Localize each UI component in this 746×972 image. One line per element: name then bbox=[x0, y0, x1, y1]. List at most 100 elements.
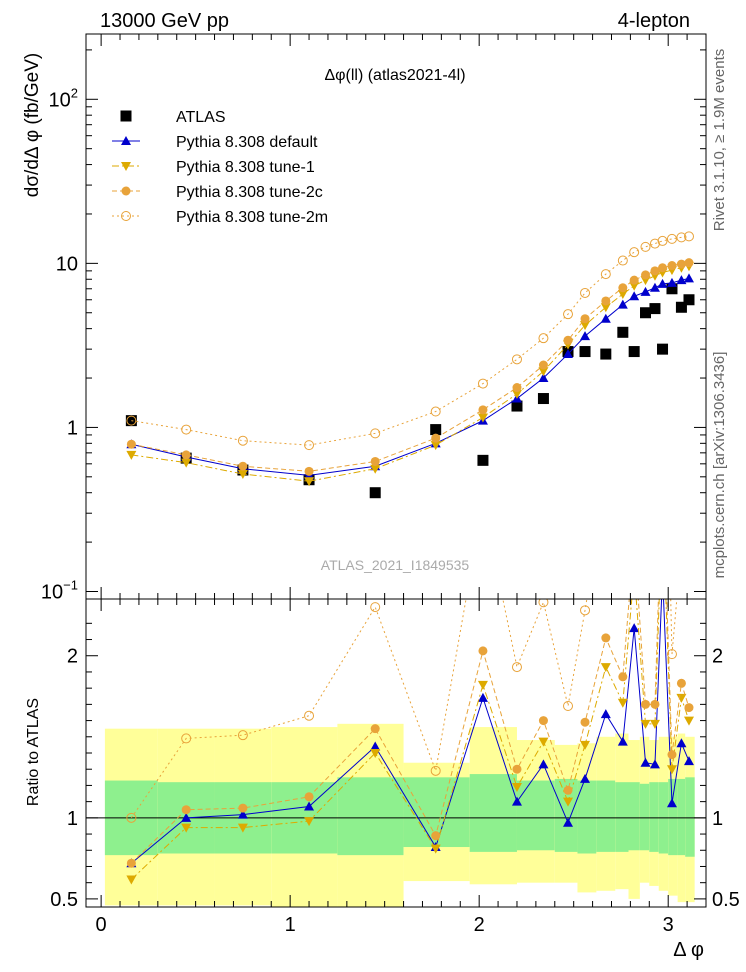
main-y-tick-label: 10 bbox=[56, 253, 78, 275]
data-point bbox=[430, 441, 441, 451]
ratio-y-axis-label: Ratio to ATLAS bbox=[25, 698, 42, 806]
data-point bbox=[617, 290, 628, 300]
data-point bbox=[563, 309, 574, 320]
ratio-point bbox=[649, 759, 660, 769]
ratio-point bbox=[538, 716, 548, 726]
legend-marker bbox=[120, 110, 132, 122]
ratio-point bbox=[618, 672, 628, 682]
ratio-point bbox=[478, 646, 488, 656]
ratio-point bbox=[512, 764, 522, 774]
inner-uncertainty-band bbox=[628, 782, 640, 851]
series-pythia-8-308-tune-2c bbox=[126, 258, 694, 476]
legend-label: ATLAS bbox=[176, 109, 226, 126]
ratio-point bbox=[237, 809, 248, 819]
ratio-point bbox=[538, 599, 549, 608]
data-point bbox=[511, 389, 522, 399]
data-point bbox=[617, 326, 629, 338]
data-point bbox=[579, 346, 591, 358]
ratio-series-line bbox=[131, 599, 690, 864]
data-point bbox=[629, 291, 640, 301]
ratio-series-line bbox=[131, 599, 690, 864]
ratio-point bbox=[237, 730, 248, 741]
data-point bbox=[629, 275, 639, 285]
data-point bbox=[628, 346, 640, 358]
inner-uncertainty-band bbox=[337, 777, 404, 856]
ratio-point bbox=[640, 719, 651, 729]
data-point bbox=[684, 258, 694, 268]
data-point bbox=[538, 333, 549, 344]
ratio-series-pythia-8-308-tune-2c bbox=[126, 599, 694, 868]
data-point bbox=[666, 233, 677, 244]
data-point bbox=[125, 415, 137, 427]
data-point bbox=[657, 278, 668, 288]
inner-uncertainty-band bbox=[639, 783, 650, 851]
x-axis-label: Δ φ bbox=[673, 939, 704, 961]
analysis-watermark: ATLAS_2021_I1849535 bbox=[321, 557, 470, 573]
ratio-point bbox=[617, 698, 628, 708]
data-point bbox=[649, 238, 660, 249]
ratio-y-tick-label-right: 2 bbox=[712, 646, 723, 668]
inner-uncertainty-band bbox=[596, 780, 616, 852]
ratio-point bbox=[600, 663, 611, 673]
legend-item-atlas: ATLAS bbox=[120, 109, 226, 126]
data-point bbox=[126, 415, 137, 426]
x-tick-label: 1 bbox=[285, 914, 296, 936]
data-point bbox=[477, 413, 488, 423]
ratio-point bbox=[617, 736, 628, 746]
x-tick-label: 0 bbox=[96, 914, 107, 936]
ratio-point bbox=[649, 719, 660, 729]
data-point bbox=[580, 321, 591, 331]
main-plot-axes: 10−1 1 10 102 bbox=[41, 34, 706, 603]
legend-item-pythia-8-308-default: Pythia 8.308 default bbox=[112, 134, 318, 151]
data-point bbox=[237, 470, 248, 480]
legend-marker bbox=[121, 211, 131, 221]
data-point bbox=[370, 464, 381, 474]
main-y-tick-label: 102 bbox=[49, 85, 78, 111]
data-point bbox=[370, 456, 380, 466]
data-point bbox=[431, 433, 441, 443]
series-line bbox=[131, 235, 690, 446]
data-point bbox=[477, 378, 488, 389]
inner-uncertainty-band bbox=[685, 777, 695, 857]
ratio-point bbox=[304, 817, 315, 827]
data-point bbox=[657, 343, 669, 355]
ratio-point bbox=[641, 699, 651, 709]
ratio-point bbox=[126, 858, 136, 868]
data-point bbox=[666, 283, 678, 295]
data-point bbox=[511, 400, 523, 412]
data-point bbox=[658, 263, 668, 273]
ratio-plot-series bbox=[126, 599, 694, 885]
ratio-point bbox=[601, 633, 611, 643]
data-point bbox=[126, 450, 137, 460]
data-point bbox=[629, 281, 640, 291]
data-point bbox=[478, 405, 488, 415]
ratio-point bbox=[237, 823, 248, 833]
data-point bbox=[629, 247, 640, 258]
ratio-point bbox=[563, 700, 574, 711]
mcplots-label: mcplots.cern.ch [arXiv:1306.3436] bbox=[711, 352, 728, 579]
data-point bbox=[618, 283, 628, 293]
ratio-point bbox=[676, 678, 686, 688]
data-point bbox=[676, 259, 686, 269]
data-point bbox=[667, 261, 677, 271]
inner-uncertainty-band bbox=[677, 778, 686, 856]
legend: ATLAS Pythia 8.308 default Pythia 8.308 tu… bbox=[112, 109, 328, 226]
inner-uncertainty-band bbox=[615, 782, 629, 852]
data-point bbox=[676, 232, 687, 243]
ratio-point bbox=[676, 693, 687, 703]
x-tick-label: 2 bbox=[474, 914, 485, 936]
ratio-point bbox=[238, 803, 248, 813]
ratio-point bbox=[304, 801, 315, 811]
data-point bbox=[640, 286, 651, 296]
series-line bbox=[131, 265, 690, 482]
ratio-series-pythia-8-308-tune-2m bbox=[126, 599, 678, 823]
data-point bbox=[181, 450, 191, 460]
data-point bbox=[477, 454, 489, 466]
inner-uncertainty-band bbox=[668, 778, 678, 856]
ratio-series-line bbox=[131, 599, 690, 880]
ratio-point bbox=[666, 649, 677, 660]
ratio-point bbox=[511, 796, 522, 806]
data-point bbox=[538, 373, 549, 383]
ratio-point bbox=[370, 741, 381, 751]
ratio-point bbox=[666, 765, 677, 775]
